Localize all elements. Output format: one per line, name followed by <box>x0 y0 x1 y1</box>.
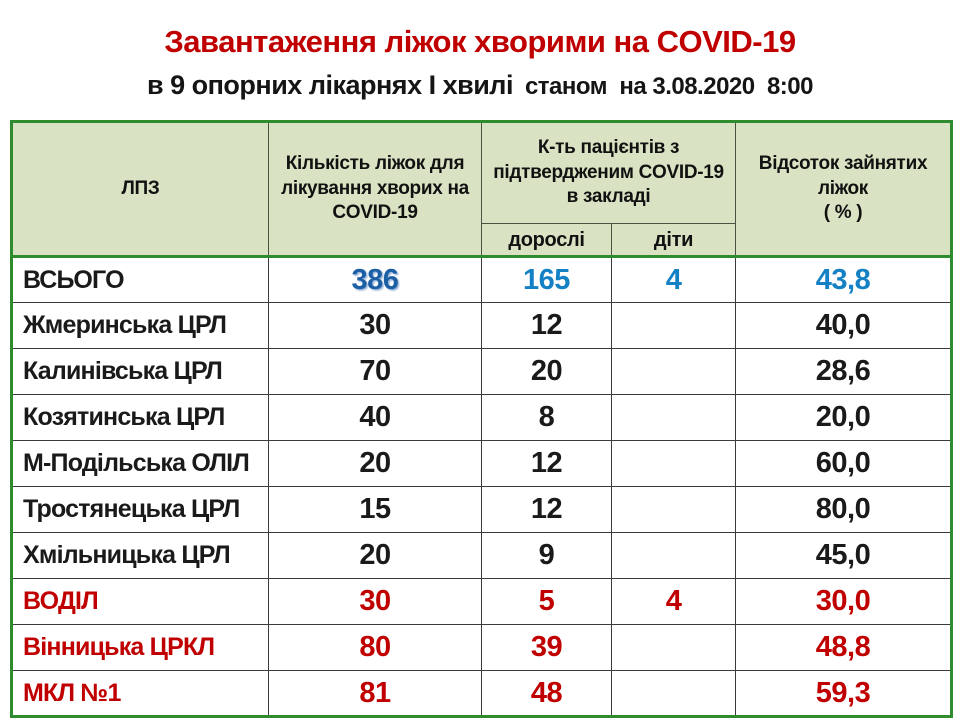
occupancy-percent: 43,8 <box>735 256 953 303</box>
table-row: ВОДІЛ 30 5 4 30,0 <box>11 578 953 625</box>
hospital-name: Тростянецька ЦРЛ <box>11 486 269 533</box>
children-count <box>610 440 737 487</box>
header-beds: Кількість ліжок для лікування хворих на … <box>268 121 482 258</box>
table-body: ВСЬОГО 386 165 4 43,8 Жмеринська ЦРЛ 30 … <box>11 256 953 717</box>
header-patients-group: К-ть пацієнтів з підтвердженим COVID-19 … <box>480 121 737 224</box>
table-row: МКЛ №1 81 48 59,3 <box>11 670 953 717</box>
children-count <box>610 394 737 441</box>
beds-count: 20 <box>268 440 482 487</box>
page-title: Завантаження ліжок хворими на COVID-19 <box>164 24 796 59</box>
occupancy-percent: 30,0 <box>735 578 953 625</box>
occupancy-percent: 20,0 <box>735 394 953 441</box>
table-row: Калинівська ЦРЛ 70 20 28,6 <box>11 348 953 395</box>
beds-count: 20 <box>268 532 482 579</box>
children-count: 4 <box>610 578 737 625</box>
adults-count: 12 <box>481 440 612 487</box>
title-block: Завантаження ліжок хворими на COVID-19 в… <box>0 0 960 120</box>
hospital-name: Калинівська ЦРЛ <box>11 348 269 395</box>
adults-count: 20 <box>481 348 612 395</box>
children-count <box>610 302 737 349</box>
table-row: М-Подільська ОЛІЛ 20 12 60,0 <box>11 440 953 487</box>
covid-beds-table: ЛПЗ Кількість ліжок для лікування хворих… <box>10 120 954 718</box>
adults-count: 12 <box>481 486 612 533</box>
hospital-name: Жмеринська ЦРЛ <box>11 302 269 349</box>
occupancy-percent: 59,3 <box>735 670 953 717</box>
table-row: Тростянецька ЦРЛ 15 12 80,0 <box>11 486 953 533</box>
header-percent-line2: ( % ) <box>823 202 863 224</box>
hospital-name: Козятинська ЦРЛ <box>11 394 269 441</box>
header-adults: дорослі <box>481 223 612 258</box>
children-count <box>610 670 737 717</box>
adults-count: 48 <box>481 670 612 717</box>
header-children: діти <box>610 223 737 258</box>
occupancy-percent: 45,0 <box>735 532 953 579</box>
hospital-name: МКЛ №1 <box>11 670 269 717</box>
subtitle-main: в 9 опорних лікарнях І хвилі <box>147 70 513 100</box>
hospital-name: М-Подільська ОЛІЛ <box>11 440 269 487</box>
hospital-name: Хмільницька ЦРЛ <box>11 532 269 579</box>
table-row: Хмільницька ЦРЛ 20 9 45,0 <box>11 532 953 579</box>
table-row-total: ВСЬОГО 386 165 4 43,8 <box>11 256 953 303</box>
header-facility: ЛПЗ <box>11 121 269 258</box>
beds-count: 15 <box>268 486 482 533</box>
table-header: ЛПЗ Кількість ліжок для лікування хворих… <box>11 121 953 258</box>
occupancy-percent: 40,0 <box>735 302 953 349</box>
occupancy-percent: 80,0 <box>735 486 953 533</box>
hospital-name: ВСЬОГО <box>11 256 269 303</box>
adults-count: 9 <box>481 532 612 579</box>
beds-count: 40 <box>268 394 482 441</box>
beds-count: 386 <box>268 256 482 303</box>
hospital-name: ВОДІЛ <box>11 578 269 625</box>
children-count <box>610 348 737 395</box>
adults-count: 165 <box>481 256 612 303</box>
header-percent-line1: Відсоток зайнятих ліжок <box>758 152 928 199</box>
adults-count: 12 <box>481 302 612 349</box>
adults-count: 8 <box>481 394 612 441</box>
adults-count: 39 <box>481 624 612 671</box>
occupancy-percent: 60,0 <box>735 440 953 487</box>
page-subtitle: в 9 опорних лікарнях І хвилі станом на 3.… <box>0 70 960 101</box>
children-count <box>610 532 737 579</box>
occupancy-percent: 48,8 <box>735 624 953 671</box>
table-row: Жмеринська ЦРЛ 30 12 40,0 <box>11 302 953 349</box>
adults-count: 5 <box>481 578 612 625</box>
subtitle-status: станом на 3.08.2020 8:00 <box>524 73 814 100</box>
beds-count: 70 <box>268 348 482 395</box>
beds-count: 80 <box>268 624 482 671</box>
header-percent: Відсоток зайнятих ліжок ( % ) <box>735 121 953 258</box>
table-row: Вінницька ЦРКЛ 80 39 48,8 <box>11 624 953 671</box>
children-count: 4 <box>610 256 737 303</box>
beds-count: 81 <box>268 670 482 717</box>
table-row: Козятинська ЦРЛ 40 8 20,0 <box>11 394 953 441</box>
occupancy-percent: 28,6 <box>735 348 953 395</box>
hospital-name: Вінницька ЦРКЛ <box>11 624 269 671</box>
beds-count: 30 <box>268 302 482 349</box>
children-count <box>610 486 737 533</box>
beds-count: 30 <box>268 578 482 625</box>
children-count <box>610 624 737 671</box>
